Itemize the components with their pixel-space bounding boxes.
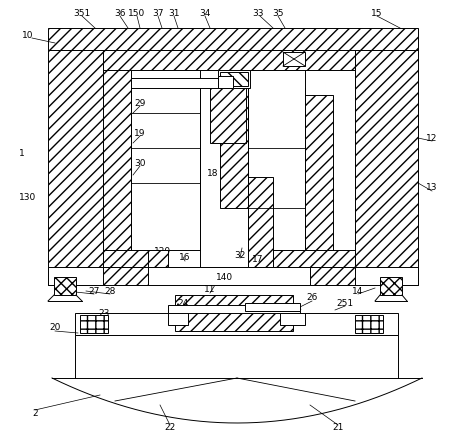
Text: 140: 140 [216,273,233,283]
Text: 28: 28 [104,287,115,295]
Text: 20: 20 [49,323,61,333]
Text: 18: 18 [207,168,218,178]
Bar [354,50,417,285]
Bar [168,305,300,313]
Bar [131,78,219,88]
Bar [103,50,354,70]
Text: 34: 34 [199,8,210,18]
Bar [54,277,76,295]
Text: 16: 16 [179,253,190,263]
Bar [219,72,247,86]
Bar [80,315,108,333]
Text: 10: 10 [22,31,34,39]
Bar [218,76,232,88]
Bar [103,70,131,250]
Text: 130: 130 [19,194,37,202]
Bar [168,313,188,325]
Bar [148,250,168,267]
Bar [103,267,148,285]
Bar [48,28,417,50]
Text: 25: 25 [177,316,188,326]
Bar [103,250,163,267]
Text: 14: 14 [351,287,363,295]
Bar [219,70,247,208]
Bar [175,295,292,331]
Text: 35: 35 [272,8,283,18]
Text: 31: 31 [168,8,179,18]
Bar [210,88,245,143]
Text: 32: 32 [234,250,245,260]
Text: 22: 22 [164,423,175,431]
Bar [379,277,401,295]
Text: 15: 15 [370,8,382,18]
Text: 24: 24 [177,299,188,307]
Text: 251: 251 [336,299,353,307]
Bar [131,70,204,250]
Text: 29: 29 [134,98,145,108]
Bar [247,70,304,250]
Text: 11: 11 [204,285,215,295]
Text: 26: 26 [306,294,317,303]
Bar [247,177,272,267]
Text: 36: 36 [114,8,125,18]
Text: 120: 120 [154,246,171,256]
Text: 351: 351 [73,8,90,18]
Text: 37: 37 [152,8,163,18]
Bar [200,70,247,267]
Text: 12: 12 [425,133,437,143]
Bar [75,313,397,335]
Text: 19: 19 [134,128,145,137]
Text: 33: 33 [252,8,263,18]
Text: 150: 150 [128,8,145,18]
Bar [279,313,304,325]
Text: 23: 23 [98,308,109,318]
Bar [103,70,354,267]
Bar [309,267,354,285]
Bar [218,70,250,88]
Bar [304,95,332,250]
Text: 1: 1 [19,148,25,158]
Bar [354,315,382,333]
Text: 13: 13 [425,183,437,193]
Text: 27: 27 [88,287,100,295]
Text: 21: 21 [332,423,343,431]
Bar [75,335,397,378]
Text: 30: 30 [134,159,145,167]
Bar [272,250,354,267]
Bar [48,267,417,285]
Bar [282,52,304,66]
Text: 2: 2 [32,408,38,417]
Text: 17: 17 [252,254,263,264]
Bar [48,50,103,285]
Bar [244,303,300,311]
